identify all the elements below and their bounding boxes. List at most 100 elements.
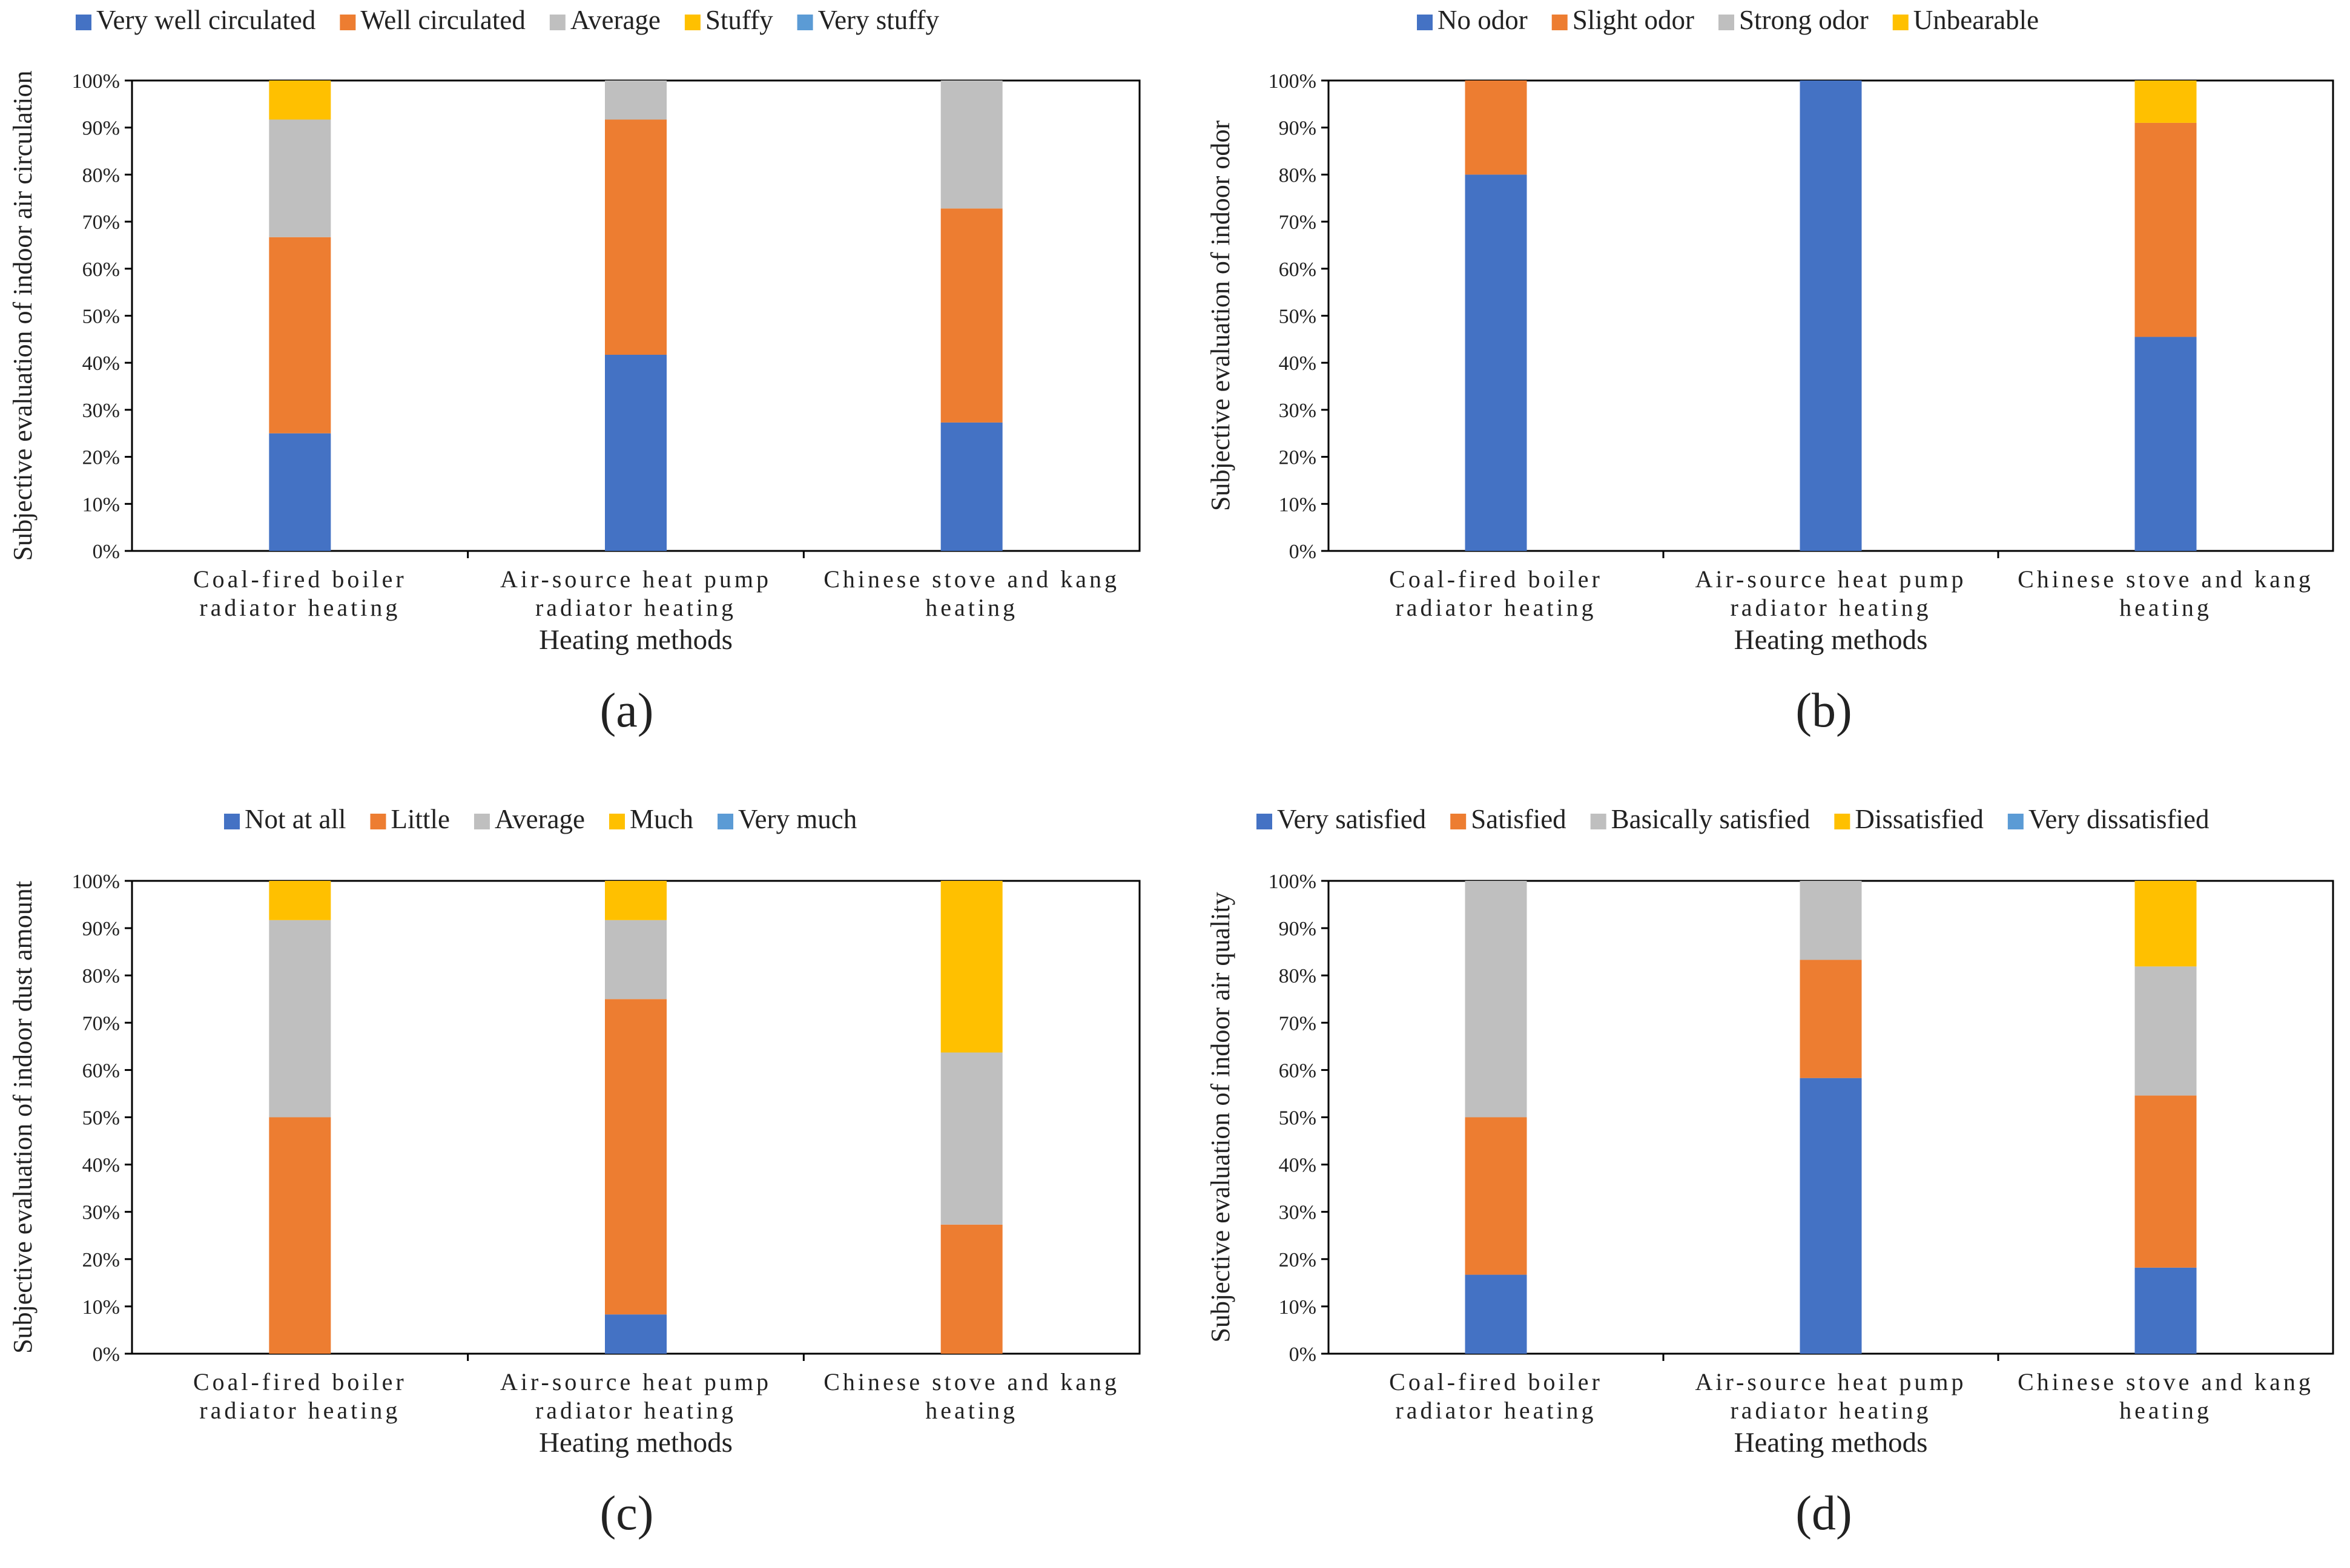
y-tick-label: 80% bbox=[82, 164, 120, 186]
y-tick-label: 90% bbox=[82, 918, 120, 940]
legend-swatch bbox=[1256, 814, 1272, 829]
legend-swatch bbox=[340, 15, 356, 30]
bar-segment bbox=[1465, 1274, 1527, 1354]
y-tick-label: 60% bbox=[1279, 1059, 1316, 1082]
y-tick-label: 20% bbox=[82, 1249, 120, 1271]
bar-segment bbox=[1465, 881, 1527, 1118]
bar-segment bbox=[605, 881, 667, 920]
y-tick-label: 70% bbox=[82, 211, 120, 234]
bar-segment bbox=[605, 354, 667, 551]
y-tick-label: 100% bbox=[1269, 871, 1316, 893]
legend-item: Very stuffy bbox=[797, 5, 939, 35]
y-tick-label: 0% bbox=[93, 541, 120, 563]
bar-segment bbox=[2134, 122, 2197, 337]
x-axis-label: Heating methods bbox=[1734, 624, 1928, 656]
y-tick-label: 70% bbox=[1279, 211, 1316, 234]
legend-item: Not at all bbox=[224, 804, 346, 834]
bar-segment bbox=[1800, 960, 1862, 1078]
bar-stack bbox=[1800, 81, 1862, 551]
panel-caption: (c) bbox=[600, 1487, 654, 1540]
bar-stack bbox=[2134, 881, 2197, 1354]
bar-stack bbox=[1465, 81, 1527, 551]
legend-swatch bbox=[549, 15, 566, 30]
bar-segment bbox=[269, 119, 331, 237]
y-axis-label: Subjective evaluation of indoor dust amo… bbox=[8, 881, 38, 1354]
chart-a: Very well circulated Well circulated Avera… bbox=[8, 5, 1141, 737]
legend-item: Well circulated bbox=[340, 5, 526, 35]
legend: No odor Slight odor Strong odor Unbearable bbox=[1417, 5, 2039, 35]
legend-swatch bbox=[1417, 15, 1433, 30]
bar-segment bbox=[2134, 966, 2197, 1096]
x-tick-label: Chinese stove and kang bbox=[823, 565, 1120, 593]
x-tick-label: Coal-fired boiler bbox=[1389, 1368, 1603, 1395]
y-axis: 0% 10% 20% 30% 40% 50% 60% 70% 80% 90% 100% bbox=[1269, 70, 1328, 563]
legend-swatch bbox=[1834, 814, 1850, 829]
legend-swatch bbox=[2007, 814, 2024, 829]
bar-segment bbox=[2134, 1095, 2197, 1268]
legend-label: Stuffy bbox=[705, 5, 773, 35]
x-tick-label: radiator heating bbox=[1395, 1397, 1596, 1424]
y-tick-label: 50% bbox=[82, 1107, 120, 1130]
y-tick-label: 90% bbox=[1279, 117, 1316, 140]
y-tick-label: 80% bbox=[1279, 965, 1316, 987]
y-tick-label: 90% bbox=[82, 117, 120, 140]
bar-segment bbox=[605, 81, 667, 120]
bar-stack bbox=[269, 881, 331, 1354]
legend-item: Little bbox=[370, 804, 450, 834]
panel-caption: (d) bbox=[1795, 1487, 1852, 1540]
legend-item: Dissatisfied bbox=[1834, 804, 1984, 834]
bar-segment bbox=[269, 81, 331, 120]
chart-d: Very satisfied Satisfied Basically satisfi… bbox=[1206, 804, 2334, 1540]
y-axis: 0% 10% 20% 30% 40% 50% 60% 70% 80% 90% 100% bbox=[72, 871, 132, 1366]
x-tick-label: radiator heating bbox=[1395, 594, 1596, 621]
y-tick-label: 70% bbox=[82, 1012, 120, 1035]
y-tick-label: 60% bbox=[82, 1059, 120, 1082]
legend: Very satisfied Satisfied Basically satisfi… bbox=[1256, 804, 2210, 834]
y-tick-label: 50% bbox=[1279, 1107, 1316, 1130]
y-tick-label: 10% bbox=[82, 1296, 120, 1319]
x-tick-label: Air-source heat pump bbox=[500, 565, 771, 593]
legend-item: Very much bbox=[718, 804, 857, 834]
panel-caption: (b) bbox=[1795, 684, 1852, 737]
bar-segment bbox=[2134, 1267, 2197, 1354]
x-tick-label: radiator heating bbox=[1730, 1397, 1931, 1424]
bar-segment bbox=[605, 999, 667, 1315]
legend-item: Basically satisfied bbox=[1590, 804, 1810, 834]
bar-segment bbox=[269, 237, 331, 433]
x-tick-label: Air-source heat pump bbox=[1695, 1368, 1967, 1395]
legend-swatch bbox=[684, 15, 701, 30]
legend-item: Stuffy bbox=[684, 5, 773, 35]
legend-item: Satisfied bbox=[1450, 804, 1566, 834]
legend-swatch bbox=[1450, 814, 1467, 829]
legend-label: Very dissatisfied bbox=[2028, 804, 2210, 834]
legend-label: Average bbox=[495, 804, 585, 834]
y-tick-label: 70% bbox=[1279, 1012, 1316, 1035]
bar-segment bbox=[940, 208, 1003, 423]
x-tick-label: heating bbox=[2119, 1397, 2212, 1424]
legend-swatch bbox=[474, 814, 490, 829]
legend-swatch bbox=[1718, 15, 1735, 30]
x-axis-label: Heating methods bbox=[1734, 1427, 1928, 1458]
x-tick-label: radiator heating bbox=[199, 1397, 400, 1424]
bar-segment bbox=[2134, 81, 2197, 123]
x-tick-label: Chinese stove and kang bbox=[2018, 1368, 2314, 1395]
legend-item: Slight odor bbox=[1551, 5, 1694, 35]
y-tick-label: 100% bbox=[72, 70, 120, 93]
legend-label: Little bbox=[391, 804, 449, 834]
bar-segment bbox=[1465, 1117, 1527, 1275]
y-axis-label: Subjective evaluation of indoor odor bbox=[1206, 120, 1235, 512]
x-tick-label: Air-source heat pump bbox=[1695, 565, 1967, 593]
x-tick-label: Chinese stove and kang bbox=[823, 1368, 1120, 1395]
bar-segment bbox=[940, 81, 1003, 209]
legend-swatch bbox=[1590, 814, 1606, 829]
legend-item: Unbearable bbox=[1892, 5, 2039, 35]
y-tick-label: 50% bbox=[82, 306, 120, 328]
bar-stack bbox=[2134, 81, 2197, 551]
x-tick-label: radiator heating bbox=[535, 594, 736, 621]
y-axis: 0% 10% 20% 30% 40% 50% 60% 70% 80% 90% 100% bbox=[72, 70, 132, 563]
y-tick-label: 30% bbox=[82, 1202, 120, 1224]
y-tick-label: 20% bbox=[1279, 447, 1316, 469]
